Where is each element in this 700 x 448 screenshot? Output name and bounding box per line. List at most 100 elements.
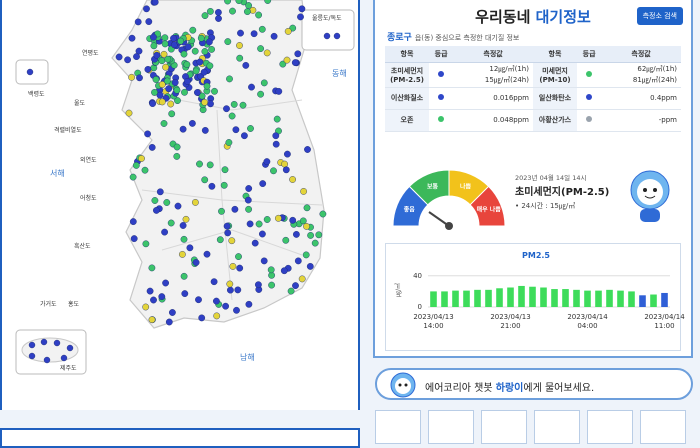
station-dot [144, 66, 152, 73]
station-dot [282, 166, 290, 174]
table-header: 측정값 [453, 46, 533, 63]
station-dot [158, 57, 166, 65]
station-dot [294, 50, 302, 58]
station-dot [291, 59, 299, 66]
map-label: 흑산도 [74, 242, 91, 250]
station-dot [223, 105, 230, 113]
value-cell: 12㎍/㎥(1h) 15㎍/㎥(24h) [453, 62, 533, 88]
menu-icon[interactable] [587, 410, 633, 444]
chatbot-bar[interactable]: 에어코리아 챗봇 하랑이에게 물어보세요. [375, 368, 693, 400]
station-dot [213, 312, 221, 320]
map-label: 가거도 [40, 300, 57, 308]
menu-icon[interactable] [375, 410, 421, 444]
station-dot [246, 220, 254, 228]
station-dot [254, 281, 262, 289]
mainland [111, 0, 325, 329]
station-dot [216, 236, 224, 244]
gauge-hub [445, 222, 453, 230]
station-dot [142, 303, 150, 311]
station-dot [257, 45, 265, 52]
grade-dot [438, 70, 445, 77]
value-cell: 62㎍/㎥(1h) 81㎍/㎥(24h) [601, 62, 681, 88]
x-tick-label: 2023/04/14 04:00 [567, 313, 608, 330]
station-dot [206, 7, 214, 15]
station-dot [149, 100, 157, 108]
station-dot [173, 86, 181, 94]
map-label: 울릉도/독도 [312, 15, 342, 22]
bar [518, 285, 525, 307]
search-button[interactable]: 측정소 검색 [636, 7, 683, 25]
station-dot [283, 56, 291, 64]
station-dot [303, 204, 311, 212]
station-dot [206, 161, 214, 169]
grade-dot [586, 70, 593, 77]
menu-icon[interactable] [640, 410, 686, 444]
station-dot [234, 286, 242, 294]
map-label: 외연도 [80, 156, 97, 164]
station-dot [171, 79, 179, 86]
station-dot [174, 97, 181, 105]
station-dot [226, 286, 234, 294]
station-dot [250, 30, 258, 38]
station-dot [184, 43, 192, 51]
station-dot [211, 87, 218, 95]
menu-icon[interactable] [428, 410, 474, 444]
station-dot [245, 205, 253, 213]
station-dot [220, 181, 228, 189]
grade-dot [438, 94, 445, 100]
station-dot [245, 300, 253, 308]
sea-label: 남해 [240, 352, 255, 362]
station-dot [243, 8, 251, 16]
station-dot [181, 290, 189, 297]
station-dot [228, 237, 236, 245]
measure-value: 0.016ppm [493, 93, 529, 102]
station-dot [186, 244, 194, 252]
map-label: 어청도 [80, 194, 97, 202]
measure-value: 15㎍/㎥(24h) [484, 75, 529, 84]
station-dot [151, 89, 158, 96]
map: 울릉도/독도 연평도 백령도 울도 격렬비열도 외연도 어청도 흑산도 가거도 … [2, 0, 358, 410]
station-dot [226, 75, 233, 83]
bar [485, 289, 492, 307]
station-dot [141, 166, 149, 174]
station-dot [26, 68, 34, 76]
bar [628, 291, 635, 307]
station-dot [178, 250, 186, 258]
station-dot [124, 56, 132, 64]
station-dot [189, 26, 197, 34]
station-dot [283, 150, 291, 158]
station-dot [260, 79, 268, 87]
station-dot [205, 38, 213, 46]
station-dot [210, 278, 218, 286]
station-dot [315, 231, 323, 239]
gauge-label: 나쁨 [460, 182, 472, 190]
station-dot [142, 240, 150, 248]
station-dot [224, 0, 231, 5]
station-dot [200, 68, 208, 76]
station-dot [263, 49, 271, 57]
bar [661, 292, 668, 307]
chatbot-icon [390, 372, 416, 398]
value-cell: 0.016ppm [453, 87, 533, 110]
chart: PM2.5 ㎍/㎥ 0 40 [394, 251, 670, 311]
bar [562, 289, 569, 307]
station-dot [158, 98, 166, 106]
bar [595, 290, 602, 307]
menu-icon[interactable] [481, 410, 527, 444]
gauge-label: 좋음 [404, 206, 416, 214]
title-accent: 대기정보 [535, 8, 591, 26]
measure-value: 0.4ppm [650, 93, 677, 102]
station-dot [222, 302, 230, 310]
station-dot [201, 12, 209, 20]
station-dot [259, 180, 267, 188]
gauge-segment [469, 185, 506, 227]
station-dot [221, 166, 229, 174]
menu-icon[interactable] [534, 410, 580, 444]
station-dot [174, 202, 182, 210]
station-dot [304, 146, 311, 153]
value-cell: 0.048ppm [453, 109, 533, 132]
gauge-label: 매우 나쁨 [477, 206, 502, 214]
gauge-needle [428, 211, 450, 227]
station-dot [133, 53, 140, 60]
item-name: 아황산가스 [532, 109, 577, 132]
